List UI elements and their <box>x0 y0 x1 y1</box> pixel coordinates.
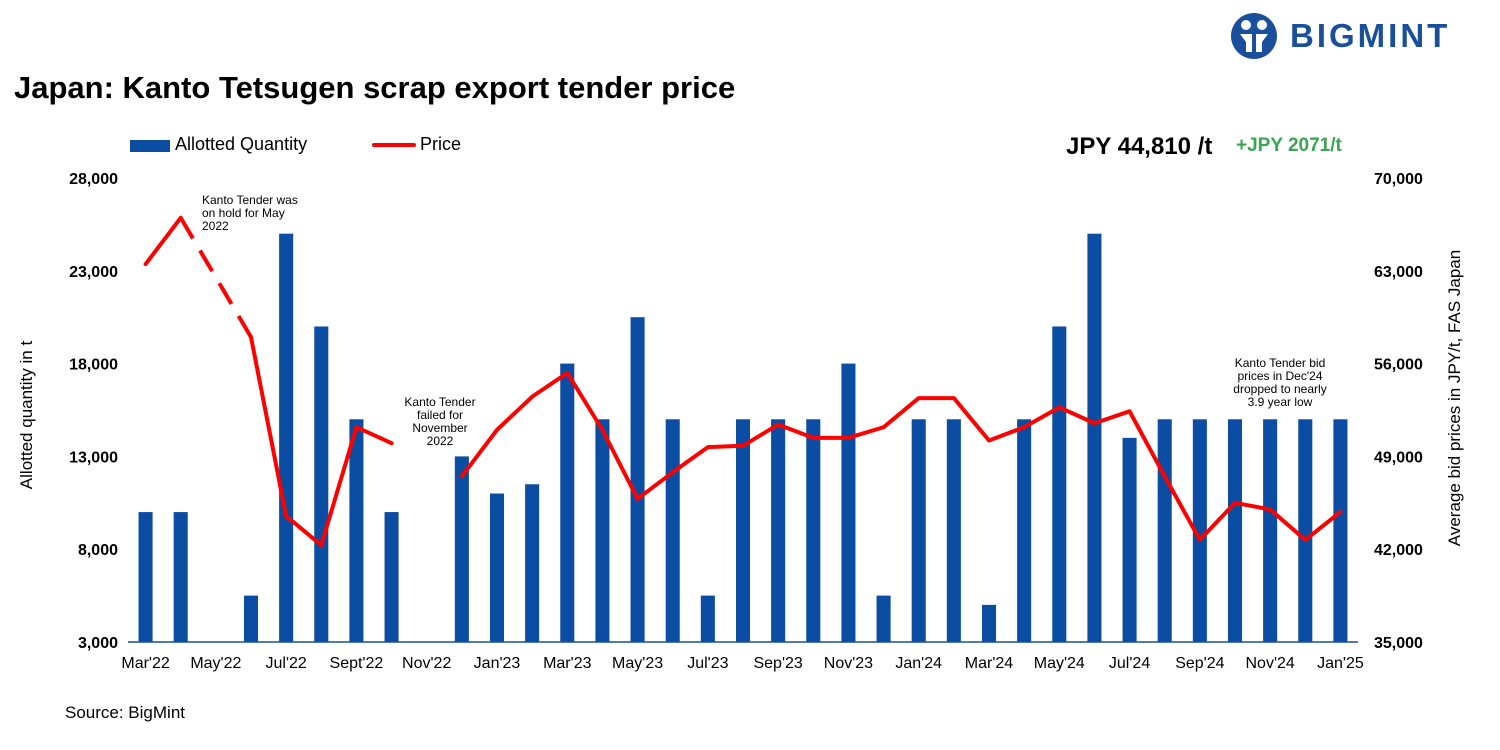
quantity-bar <box>279 233 294 642</box>
price-line-dashed <box>178 216 253 339</box>
legend-swatch-line <box>372 143 416 147</box>
annotation-line: Kanto Tender <box>404 395 475 409</box>
x-tick-label: Jul'22 <box>265 655 306 672</box>
x-tick-label: Sep'24 <box>1175 655 1224 672</box>
price-line <box>459 370 1343 542</box>
annotation-line: failed for <box>417 408 463 422</box>
quantity-bar <box>595 419 610 642</box>
quantity-bar <box>665 419 680 642</box>
legend-label-bars: Allotted Quantity <box>175 134 308 154</box>
annotation-line: dropped to nearly <box>1233 382 1326 396</box>
y-left-tick-label: 18,000 <box>69 357 118 374</box>
price-line <box>143 215 183 267</box>
quantity-bar <box>981 604 997 642</box>
quantity-bar <box>173 512 188 642</box>
y-left-tick-label: 13,000 <box>69 449 118 466</box>
x-tick-label: May'23 <box>612 655 663 672</box>
quantity-bar <box>560 363 575 642</box>
x-tick-label: Mar'23 <box>543 655 592 672</box>
quantity-bar <box>1192 419 1207 642</box>
annotation-line: November <box>412 421 467 435</box>
quantity-bar <box>1087 233 1102 642</box>
annotation-line: prices in Dec'24 <box>1238 369 1323 383</box>
quantity-bar <box>454 456 469 642</box>
x-tick-label: May'22 <box>190 655 241 672</box>
legend-label-line: Price <box>420 134 462 154</box>
quantity-bar <box>735 419 751 642</box>
quantity-bar <box>1298 419 1313 642</box>
quantity-bar <box>1122 437 1137 642</box>
y-right-tick-label: 42,000 <box>1374 542 1423 559</box>
x-tick-label: Sept'22 <box>330 655 384 672</box>
annotation-line: Kanto Tender bid <box>1235 356 1326 370</box>
price-change: +JPY 2071/t <box>1236 135 1342 156</box>
quantity-bar <box>876 595 891 642</box>
annotation-note: Kanto Tender failed for November 2022 <box>404 395 475 448</box>
y-right-tick-label: 56,000 <box>1374 357 1423 374</box>
quantity-bar <box>841 363 856 642</box>
quantity-bar <box>314 326 329 642</box>
y-right-tick-label: 49,000 <box>1374 449 1423 466</box>
y-right-tick-label: 63,000 <box>1374 264 1423 281</box>
annotation-line: 2022 <box>427 434 454 448</box>
y-right-tick-label: 70,000 <box>1374 171 1423 188</box>
annotation-line: 3.9 year low <box>1248 395 1313 409</box>
x-tick-label: Jan'25 <box>1317 655 1364 672</box>
quantity-bar <box>1263 419 1278 642</box>
y-left-tick-label: 28,000 <box>69 171 118 188</box>
x-tick-label: Jul'24 <box>1109 655 1150 672</box>
x-tick-label: Sep'23 <box>753 655 802 672</box>
quantity-bar <box>489 493 505 642</box>
x-tick-label: Mar'24 <box>965 655 1014 672</box>
annotation-line: Kanto Tender was <box>202 193 298 207</box>
quantity-bar <box>771 419 786 642</box>
annotation-note: Kanto Tender was on hold for May 2022 <box>202 193 298 233</box>
annotation-note: Kanto Tender bid prices in Dec'24 dropped … <box>1233 356 1326 409</box>
annotation-line: 2022 <box>202 219 229 233</box>
quantity-bar <box>630 317 645 642</box>
latest-price: JPY 44,810 /t <box>1066 133 1213 160</box>
y-left-tick-label: 8,000 <box>78 542 118 559</box>
x-tick-label: Jan'23 <box>474 655 521 672</box>
quantity-bar <box>806 419 821 642</box>
y-left-tick-label: 3,000 <box>78 635 118 652</box>
x-tick-label: Nov'24 <box>1245 655 1294 672</box>
annotation-line: on hold for May <box>202 206 285 220</box>
source-note: Source: BigMint <box>65 703 185 722</box>
y-right-tick-label: 35,000 <box>1374 635 1423 652</box>
chart-title: Japan: Kanto Tetsugen scrap export tende… <box>14 70 736 105</box>
x-tick-label: Mar'22 <box>121 655 170 672</box>
quantity-bar <box>946 419 961 642</box>
quantity-bar <box>1052 326 1067 642</box>
x-tick-label: Nov'22 <box>402 655 451 672</box>
quantity-bar <box>384 512 399 642</box>
y-left-tick-label: 23,000 <box>69 264 118 281</box>
quantity-bar <box>349 419 364 642</box>
x-tick-label: Jul'23 <box>687 655 728 672</box>
combo-chart: 3,000 8,000 13,000 18,000 23,000 28,000 35,000… <box>17 171 1464 672</box>
x-tick-label: Nov'23 <box>824 655 873 672</box>
y-right-axis-title: Average bid prices in JPY/t, FAS Japan <box>1445 250 1464 546</box>
y-left-axis-title: Allotted quantity in t <box>17 341 36 490</box>
price-line <box>249 335 394 548</box>
brand-logo <box>1231 13 1277 59</box>
x-tick-label: Jan'24 <box>895 655 942 672</box>
quantity-bar <box>1017 419 1032 642</box>
quantity-bar <box>700 595 715 642</box>
brand-name: BIGMINT <box>1290 17 1451 54</box>
quantity-bar <box>911 419 926 642</box>
x-tick-label: May'24 <box>1034 655 1085 672</box>
legend-swatch-bars <box>130 140 170 152</box>
quantity-bar <box>525 484 540 642</box>
quantity-bar <box>1157 419 1172 642</box>
quantity-bar <box>243 595 259 642</box>
quantity-bar <box>1333 419 1348 642</box>
quantity-bar <box>1227 419 1243 642</box>
quantity-bar <box>138 512 153 642</box>
